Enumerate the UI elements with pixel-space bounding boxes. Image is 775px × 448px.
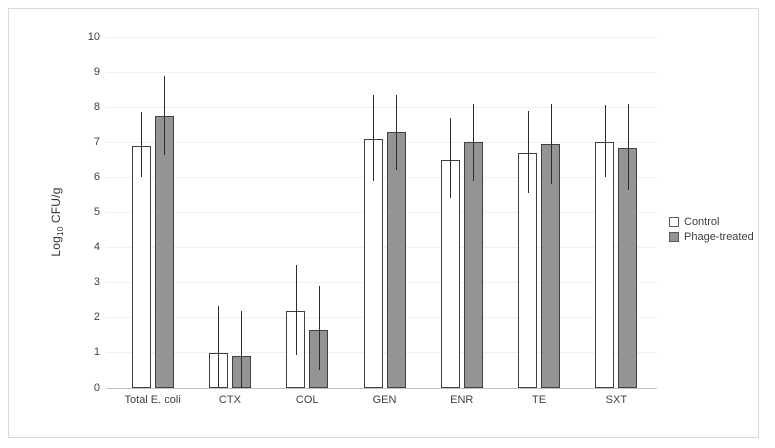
error-bar-phage-treated: [550, 103, 552, 185]
y-axis-tick-label: 10: [87, 30, 100, 43]
error-bar-phage-treated: [473, 103, 475, 181]
y-axis-title-suffix: CFU/g: [48, 187, 63, 227]
error-bar-control: [218, 305, 220, 388]
error-bar-phage-treated: [164, 75, 166, 155]
error-bar-phage-treated: [318, 286, 320, 371]
y-axis-tick-label: 4: [93, 241, 100, 254]
y-axis-tick-label: 1: [93, 346, 100, 359]
bar-control: [131, 145, 151, 388]
error-bar-control: [604, 105, 606, 178]
x-axis-category-label: TE: [532, 394, 547, 406]
gridline: [106, 36, 657, 38]
y-axis-title: Log10 CFU/g: [49, 187, 65, 256]
y-axis-tick-label: 2: [93, 311, 100, 324]
legend-label-control: Control: [684, 216, 720, 228]
x-axis-category-label: ENR: [450, 394, 474, 406]
error-bar-control: [373, 94, 374, 181]
legend-swatch-control-icon: [669, 217, 679, 227]
x-axis-category-label: CTX: [218, 394, 241, 406]
x-axis-line: [106, 387, 657, 389]
y-axis-tick-label: 9: [93, 65, 100, 78]
x-axis-category-label: COL: [295, 394, 319, 406]
y-axis-title-prefix: Log: [48, 235, 63, 257]
error-bar-phage-treated: [241, 310, 243, 388]
y-axis-tick-label: 0: [93, 381, 100, 394]
bar-phage-treated: [154, 115, 174, 388]
x-axis-category-label: GEN: [372, 394, 397, 406]
legend: Control Phage-treated: [669, 215, 754, 245]
y-axis-tick-label: 8: [93, 100, 100, 113]
legend-label-phage-treated: Phage-treated: [684, 231, 754, 243]
error-bar-phage-treated: [627, 103, 629, 190]
gridline: [106, 71, 657, 73]
error-bar-control: [527, 110, 529, 194]
error-bar-phage-treated: [396, 94, 397, 171]
bar-control: [595, 142, 615, 388]
error-bar-control: [295, 265, 297, 355]
y-axis-tick-label: 6: [93, 170, 100, 183]
x-axis-category-label: SXT: [605, 394, 628, 406]
error-bar-control: [141, 112, 143, 178]
legend-swatch-phage-treated-icon: [669, 232, 679, 242]
legend-item-phage-treated: Phage-treated: [669, 230, 754, 244]
y-axis-tick-label: 3: [93, 276, 100, 289]
y-axis-tick-label: 5: [93, 206, 100, 218]
x-axis-category-label: Total E. coli: [124, 394, 181, 406]
legend-item-control: Control: [669, 215, 754, 229]
error-bar-control: [450, 117, 452, 199]
y-axis-tick-label: 7: [93, 135, 100, 148]
y-axis-title-subscript: 10: [56, 226, 66, 236]
gridline: [106, 106, 657, 108]
